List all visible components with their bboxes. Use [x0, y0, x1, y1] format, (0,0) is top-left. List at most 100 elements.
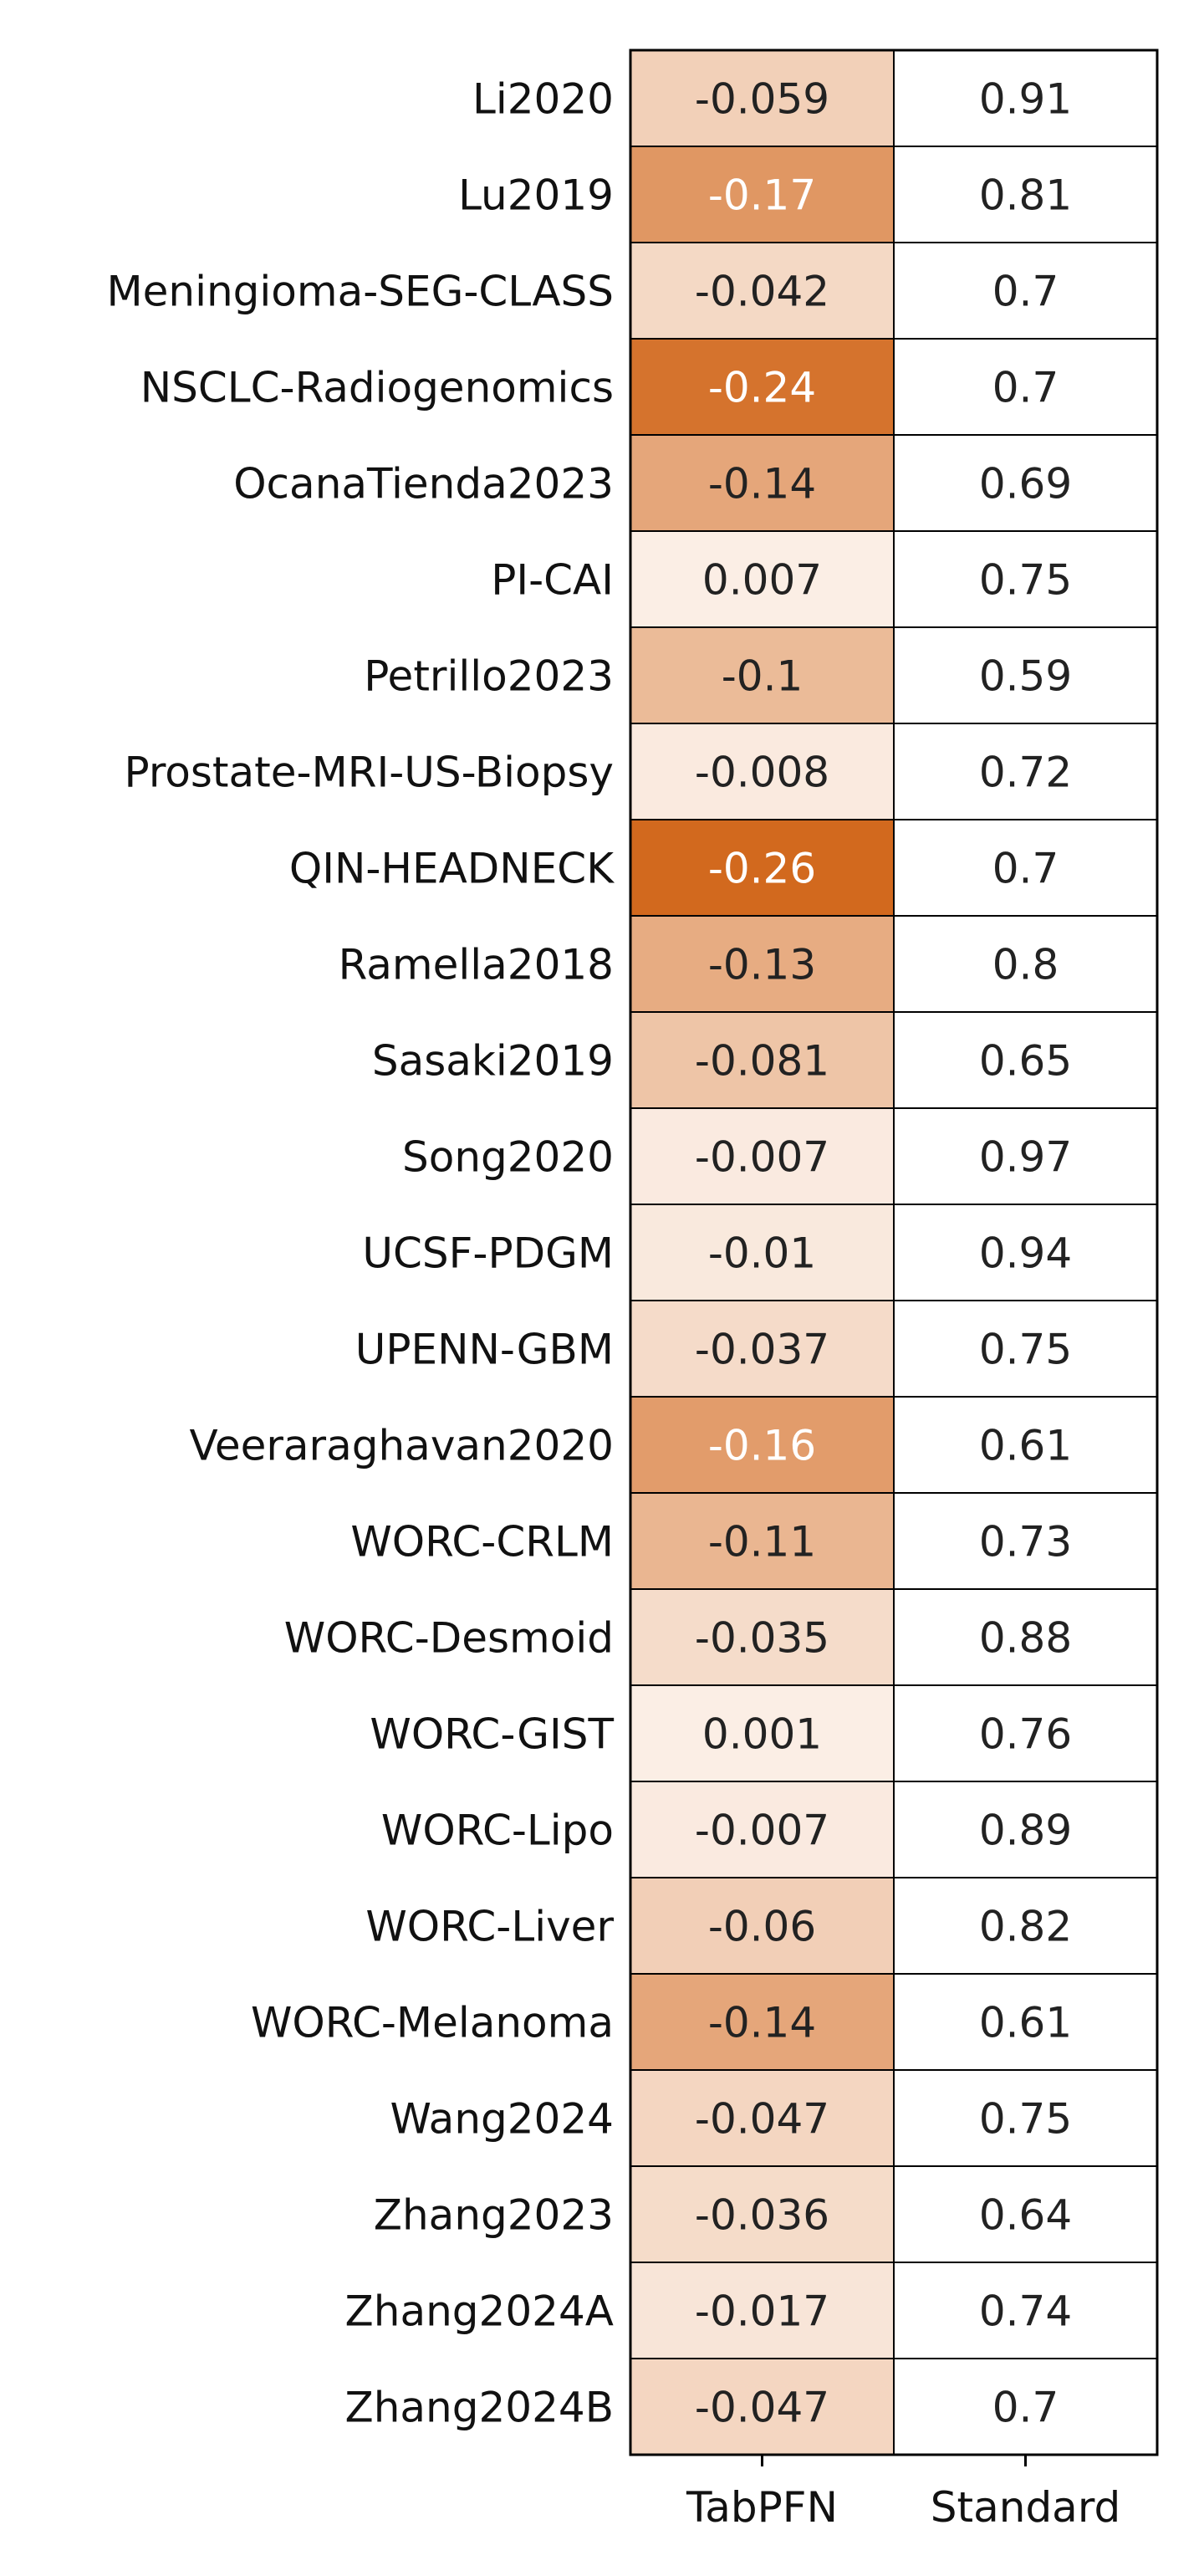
row-label: Sasaki2019 — [372, 1037, 614, 1086]
tabpfn-value-label: -0.24 — [708, 364, 816, 412]
row-label: NSCLC-Radiogenomics — [140, 364, 614, 412]
standard-cell — [893, 146, 1158, 243]
tabpfn-cell — [630, 2165, 895, 2263]
standard-value-label: 0.94 — [979, 1229, 1072, 1278]
standard-cell — [893, 434, 1158, 532]
x-axis-tick-label: Standard — [931, 2483, 1120, 2532]
tabpfn-cell — [630, 1011, 895, 1109]
tabpfn-cell — [630, 2069, 895, 2167]
tabpfn-cell — [630, 49, 895, 147]
row-label: QIN-HEADNECK — [289, 845, 615, 893]
tabpfn-value-label: -0.007 — [695, 1807, 829, 1855]
tabpfn-value-label: -0.008 — [695, 749, 829, 797]
tabpfn-value-label: -0.042 — [695, 268, 829, 316]
standard-value-label: 0.61 — [979, 1422, 1072, 1470]
standard-value-label: 0.75 — [979, 2095, 1072, 2144]
tabpfn-cell — [630, 1492, 895, 1590]
standard-value-label: 0.74 — [979, 2287, 1072, 2336]
row-label: Zhang2023 — [374, 2191, 614, 2240]
tabpfn-value-label: -0.01 — [708, 1229, 816, 1278]
standard-value-label: 0.8 — [992, 941, 1059, 989]
tabpfn-cell — [630, 915, 895, 1013]
standard-cell — [893, 1781, 1158, 1878]
tabpfn-value-label: -0.14 — [708, 1999, 816, 2047]
standard-cell — [893, 1877, 1158, 1975]
tabpfn-value-label: 0.007 — [702, 556, 822, 605]
tabpfn-value-label: 0.001 — [702, 1710, 822, 1759]
tabpfn-value-label: -0.007 — [695, 1133, 829, 1182]
tabpfn-cell — [630, 819, 895, 917]
tabpfn-value-label: -0.16 — [708, 1422, 816, 1470]
tabpfn-value-label: -0.06 — [708, 1903, 816, 1951]
row-label: Lu2019 — [458, 171, 614, 220]
standard-cell — [893, 915, 1158, 1013]
standard-value-label: 0.97 — [979, 1133, 1072, 1182]
standard-value-label: 0.75 — [979, 556, 1072, 605]
standard-value-label: 0.81 — [979, 171, 1072, 220]
standard-value-label: 0.73 — [979, 1518, 1072, 1567]
tabpfn-cell — [630, 1300, 895, 1398]
tabpfn-cell — [630, 1107, 895, 1205]
tabpfn-cell — [630, 1396, 895, 1494]
row-label: Zhang2024A — [345, 2287, 614, 2336]
standard-value-label: 0.69 — [979, 460, 1072, 509]
row-label: Wang2024 — [390, 2095, 614, 2144]
standard-value-label: 0.7 — [992, 268, 1059, 316]
standard-value-label: 0.7 — [992, 364, 1059, 412]
standard-value-label: 0.59 — [979, 652, 1072, 701]
tabpfn-cell — [630, 2262, 895, 2359]
tabpfn-value-label: -0.081 — [695, 1037, 829, 1086]
tabpfn-cell — [630, 1684, 895, 1782]
row-label: WORC-CRLM — [350, 1518, 614, 1567]
standard-cell — [893, 819, 1158, 917]
tabpfn-value-label: -0.26 — [708, 845, 816, 893]
tabpfn-cell — [630, 626, 895, 724]
row-label: Prostate-MRI-US-Biopsy — [125, 749, 614, 797]
row-label: Meningioma-SEG-CLASS — [107, 268, 615, 316]
heatmap-frame — [629, 49, 1159, 2456]
tabpfn-cell — [630, 1204, 895, 1301]
row-label: PI-CAI — [491, 556, 614, 605]
standard-cell — [893, 2262, 1158, 2359]
standard-value-label: 0.65 — [979, 1037, 1072, 1086]
standard-value-label: 0.7 — [992, 845, 1059, 893]
tabpfn-cell — [630, 1781, 895, 1878]
tabpfn-value-label: -0.017 — [695, 2287, 829, 2336]
standard-cell — [893, 2358, 1158, 2456]
row-label: Li2020 — [472, 75, 614, 124]
row-label: WORC-Liver — [365, 1903, 614, 1951]
tabpfn-value-label: -0.036 — [695, 2191, 829, 2240]
row-label: Ramella2018 — [339, 941, 614, 989]
standard-cell — [893, 49, 1158, 147]
standard-value-label: 0.72 — [979, 749, 1072, 797]
standard-value-label: 0.76 — [979, 1710, 1072, 1759]
standard-cell — [893, 2165, 1158, 2263]
row-label: UCSF-PDGM — [362, 1229, 614, 1278]
heatmap-cells — [629, 49, 1159, 2466]
standard-cell — [893, 338, 1158, 436]
standard-value-label: 0.82 — [979, 1903, 1072, 1951]
standard-cell — [893, 530, 1158, 628]
x-axis-tick-label: TabPFN — [686, 2483, 838, 2532]
tabpfn-value-label: -0.037 — [695, 1326, 829, 1374]
tabpfn-cell — [630, 2358, 895, 2456]
tabpfn-value-label: -0.14 — [708, 460, 816, 509]
row-label: WORC-Desmoid — [284, 1614, 614, 1663]
standard-cell — [893, 242, 1158, 340]
row-label: Zhang2024B — [344, 2384, 614, 2432]
standard-cell — [893, 1973, 1158, 2071]
standard-cell — [893, 626, 1158, 724]
tabpfn-value-label: -0.059 — [695, 75, 829, 124]
row-label: OcanaTienda2023 — [233, 460, 614, 509]
tabpfn-cell — [630, 242, 895, 340]
standard-cell — [893, 1300, 1158, 1398]
row-label: WORC-Melanoma — [251, 1999, 614, 2047]
standard-value-label: 0.64 — [979, 2191, 1072, 2240]
row-label: WORC-Lipo — [381, 1807, 614, 1855]
tabpfn-value-label: -0.047 — [695, 2384, 829, 2432]
tabpfn-value-label: -0.11 — [708, 1518, 816, 1567]
row-label: UPENN-GBM — [355, 1326, 614, 1374]
standard-cell — [893, 1011, 1158, 1109]
tabpfn-value-label: -0.13 — [708, 941, 816, 989]
